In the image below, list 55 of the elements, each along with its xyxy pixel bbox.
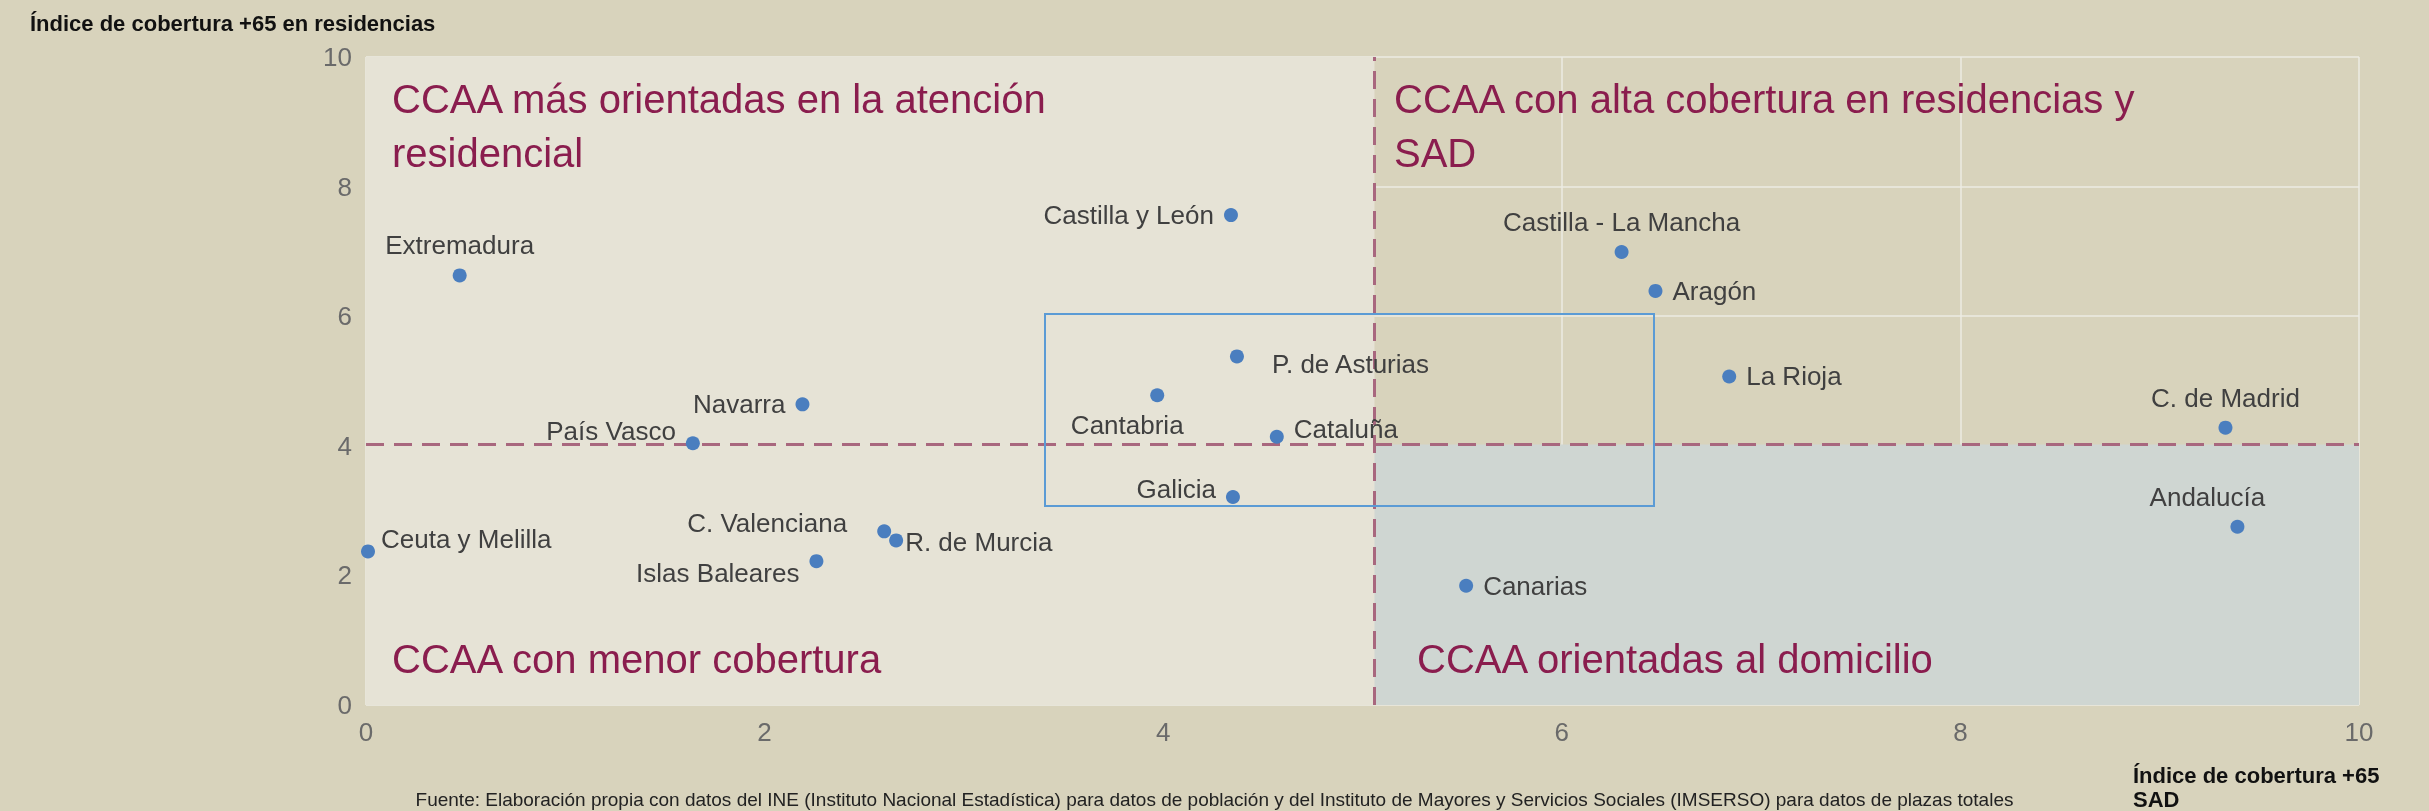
annotation: CCAA orientadas al domicilio xyxy=(1417,637,1933,681)
point xyxy=(685,436,700,451)
series-label: País Vasco xyxy=(546,416,676,447)
annotation: CCAA con menor cobertura xyxy=(392,637,882,681)
series-label: R. de Murcia xyxy=(905,527,1054,558)
point xyxy=(1269,429,1284,444)
series-label: C. Valenciana xyxy=(687,508,848,539)
point xyxy=(1150,388,1165,403)
y-tick-label: 10 xyxy=(323,42,352,72)
point xyxy=(1722,369,1737,384)
annotation: CCAA más orientadas en la atención residencial xyxy=(392,77,1057,175)
x-tick-label: 0 xyxy=(358,717,374,747)
x-axis-title: Índice de cobertura +65 SAD xyxy=(2133,762,2386,811)
point xyxy=(1223,208,1238,223)
series-label: Aragón xyxy=(1672,275,1757,306)
series-label: Castilla - La Mancha xyxy=(1503,207,1741,238)
series-label: La Rioja xyxy=(1746,361,1843,392)
y-tick-label: 6 xyxy=(337,301,352,332)
source-note: Fuente: Elaboración propia con datos del INE (Instituto Nacional Estadística) para datos de población y del Instituto de Mayores y Servicios Sociales (IMSERSO) para datos de plazas totales xyxy=(415,789,2014,810)
series-label: Castilla y León xyxy=(1043,200,1214,231)
y-axis-title: Índice de cobertura +65 en residencias xyxy=(30,10,436,36)
point xyxy=(877,524,892,539)
series-label: C. de Madrid xyxy=(2151,382,2300,413)
point xyxy=(361,544,375,559)
point xyxy=(452,268,467,283)
point xyxy=(795,397,810,412)
point xyxy=(1648,283,1663,298)
y-tick-label: 8 xyxy=(337,171,352,202)
series-label: Cantabria xyxy=(1070,410,1185,441)
point xyxy=(1614,245,1629,260)
x-tick-label: 6 xyxy=(1554,717,1570,747)
point xyxy=(1229,349,1244,364)
y-tick-label: 4 xyxy=(337,430,352,461)
x-tick-label: 4 xyxy=(1155,717,1171,747)
series-label: P. de Asturias xyxy=(1271,349,1430,380)
series-label: Cataluña xyxy=(1293,413,1399,444)
point xyxy=(889,533,904,548)
series-label: Andalucía xyxy=(2149,481,2266,512)
series-label: Islas Baleares xyxy=(636,558,800,589)
x-tick-label: 10 xyxy=(2344,717,2374,747)
series-label: Extremadura xyxy=(385,230,535,261)
series-label: Ceuta y Melilla xyxy=(380,524,553,555)
series-label: Galicia xyxy=(1136,473,1217,504)
annotation: CCAA con alta cobertura en residencias y SAD xyxy=(1394,77,2146,175)
point xyxy=(1225,490,1240,504)
x-tick-label: 2 xyxy=(757,717,772,747)
x-tick-label: 8 xyxy=(1953,717,1968,747)
series-label: Navarra xyxy=(692,389,786,420)
series-label: Canarias xyxy=(1483,570,1588,601)
point xyxy=(2218,420,2233,435)
point xyxy=(1459,578,1474,593)
y-tick-label: 2 xyxy=(337,560,352,591)
point xyxy=(809,554,824,569)
point xyxy=(2230,519,2245,534)
y-tick-label: 0 xyxy=(337,690,352,720)
